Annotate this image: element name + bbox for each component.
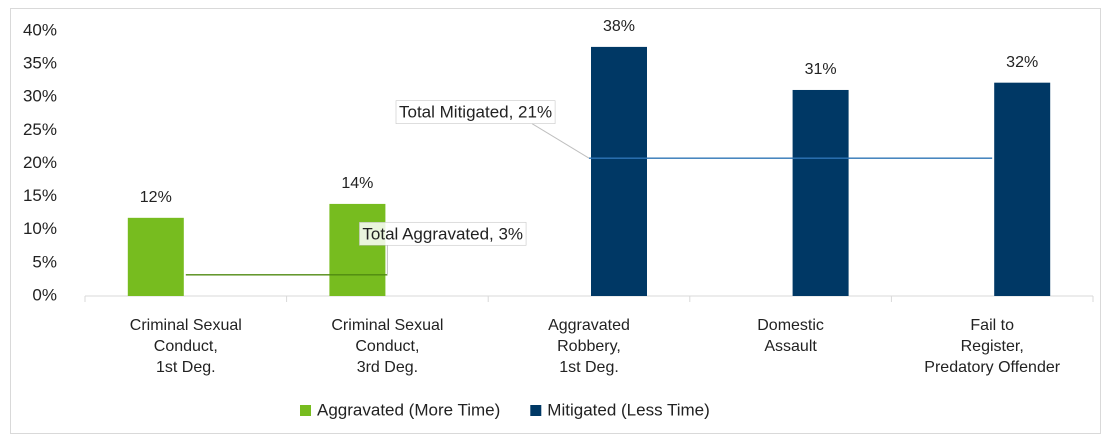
x-tick-label: Domestic Assault <box>757 317 824 355</box>
legend-swatch <box>300 405 311 416</box>
x-tick-label-line: Predatory Offender <box>924 359 1060 376</box>
chart-border <box>10 8 1101 434</box>
reference-callout: Total Mitigated, 21% <box>395 100 590 159</box>
x-tick-label-line: Register, <box>961 338 1024 355</box>
reference-label: Total Mitigated, 21% <box>399 103 552 122</box>
y-tick-label: 15% <box>23 186 57 205</box>
bar <box>591 46 647 297</box>
x-tick-label-line: Fail to <box>970 317 1014 334</box>
y-tick-label: 20% <box>23 153 57 172</box>
y-tick-label: 5% <box>32 252 57 271</box>
data-label: 14% <box>341 175 373 192</box>
y-tick-label: 35% <box>23 54 57 73</box>
x-tick-label-line: Assault <box>764 338 817 355</box>
legend-label: Aggravated (More Time) <box>317 400 500 419</box>
x-tick-label-line: Conduct, <box>355 338 419 355</box>
x-tick-label-line: Criminal Sexual <box>331 317 443 334</box>
x-tick-label-line: Criminal Sexual <box>130 317 242 334</box>
data-label: 31% <box>805 61 837 78</box>
data-label: 12% <box>140 189 172 206</box>
bar <box>329 203 386 296</box>
reference-label: Total Aggravated, 3% <box>362 224 523 243</box>
legend-swatch <box>530 405 542 416</box>
callout-box <box>395 100 556 124</box>
data-label: 32% <box>1006 54 1038 71</box>
x-tick-label: Criminal Sexual Conduct, 1st Deg. <box>130 317 242 376</box>
y-tick-label: 10% <box>23 219 57 238</box>
x-tick-label-line: Domestic <box>757 317 824 334</box>
y-tick-label: 25% <box>23 120 57 139</box>
x-tick-label: Aggravated Robbery, 1st Deg. <box>548 317 630 376</box>
x-tick-label-line: 1st Deg. <box>559 359 619 376</box>
x-tick-label-line: 1st Deg. <box>156 359 216 376</box>
legend-label: Mitigated (Less Time) <box>547 400 710 419</box>
x-tick-label: Fail to Register, Predatory Offender <box>924 317 1060 376</box>
y-tick-label: 40% <box>23 20 57 39</box>
bar <box>127 217 184 296</box>
reference-callout: Total Aggravated, 3% <box>359 221 527 275</box>
x-tick-label-line: Robbery, <box>557 338 621 355</box>
x-tick-label-line: Aggravated <box>548 317 630 334</box>
data-label: 38% <box>603 18 635 35</box>
callout-leader <box>531 123 590 159</box>
x-tick-label: Criminal Sexual Conduct, 3rd Deg. <box>331 317 443 376</box>
x-tick-label-line: 3rd Deg. <box>357 359 418 376</box>
bar <box>792 89 849 297</box>
bar <box>994 82 1051 296</box>
x-tick-label-line: Conduct, <box>154 338 218 355</box>
y-tick-label: 30% <box>23 87 57 106</box>
y-tick-label: 0% <box>32 285 57 304</box>
callout-box <box>359 221 527 246</box>
